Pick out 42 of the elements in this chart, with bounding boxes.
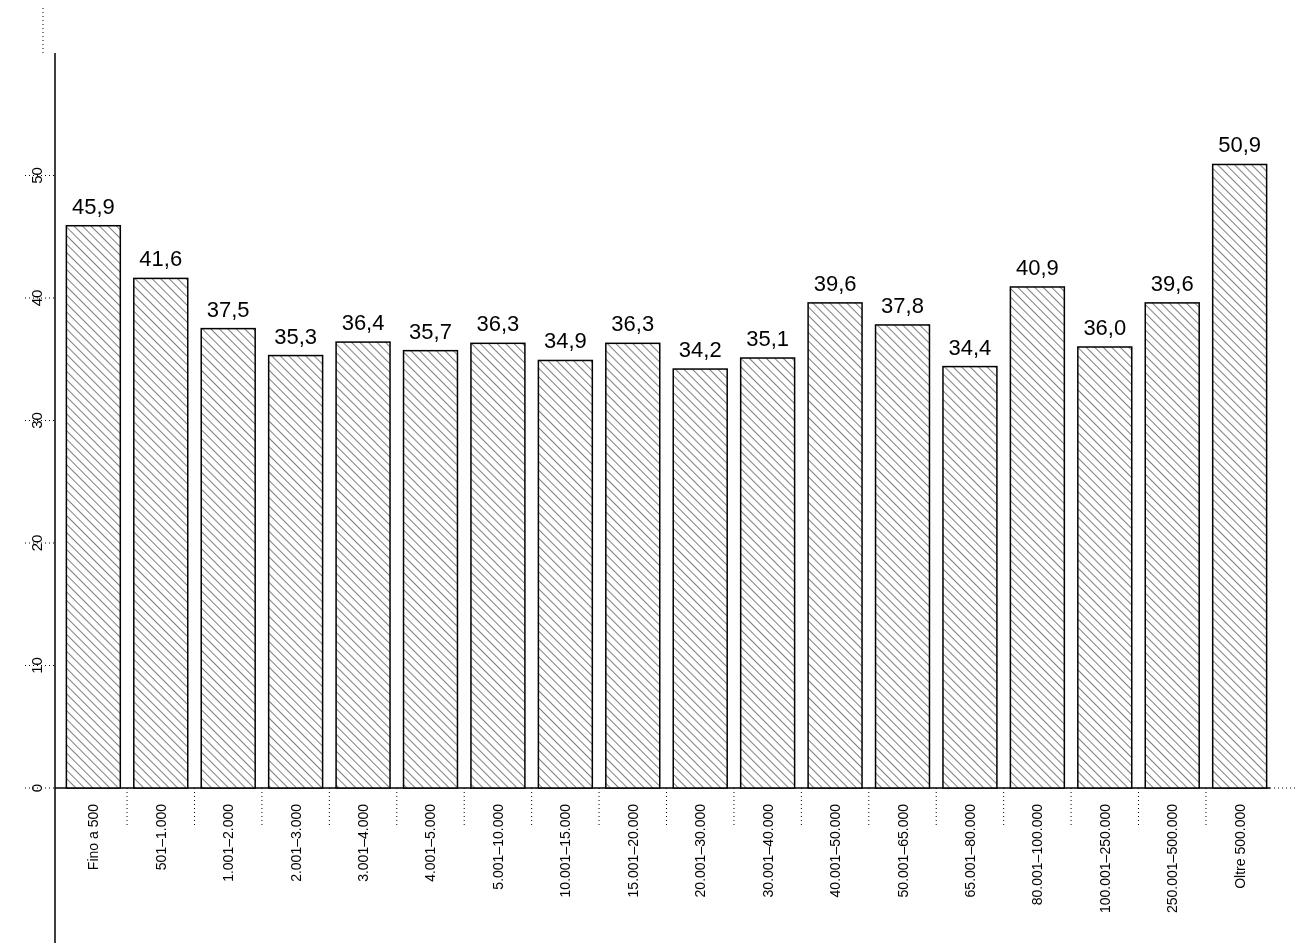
x-tick-label: 3.001–4.000	[355, 803, 372, 882]
data-label: 50,9	[1218, 132, 1262, 158]
x-tick-label: 30.001–40.000	[759, 803, 776, 898]
x-tick-label: 5.001–10.000	[489, 803, 506, 890]
data-label: 37,8	[881, 292, 924, 318]
x-tick-label: 250.001–500.000	[1164, 803, 1181, 913]
x-tick-label: 100.001–250.000	[1096, 803, 1113, 913]
y-tick-label: 0	[28, 783, 45, 793]
x-tick-label: Oltre 500.000	[1231, 803, 1248, 889]
data-label: 39,6	[1150, 270, 1194, 296]
x-tick-label: 50.001–65.000	[894, 803, 911, 898]
data-label: 37,5	[206, 296, 250, 322]
data-label: 41,6	[139, 246, 183, 272]
data-label: 34,4	[948, 334, 992, 360]
y-tick-label: 10	[28, 657, 45, 674]
data-label: 39,6	[813, 270, 857, 296]
y-tick-label: 50	[28, 167, 45, 184]
x-tick-label: 40.001–50.000	[827, 803, 844, 898]
data-label: 35,3	[274, 323, 318, 349]
data-label: 35,1	[746, 326, 790, 352]
x-tick-label: 10.001–15.000	[557, 803, 574, 898]
data-label: 35,7	[409, 318, 452, 344]
x-tick-label: 65.001–80.000	[961, 803, 978, 898]
data-label: 45,9	[71, 193, 115, 219]
x-tick-label: 15.001–20.000	[624, 803, 641, 898]
data-label: 36,3	[611, 311, 655, 337]
y-tick-label: 20	[28, 534, 45, 552]
x-tick-label: 501–1.000	[152, 803, 169, 871]
x-tick-label: 2.001–3.000	[287, 803, 304, 882]
data-label: 40,9	[1015, 254, 1059, 280]
data-label: 36,4	[341, 310, 385, 336]
x-tick-label: 1.001–2.000	[220, 803, 237, 882]
y-tick-label: 40	[28, 289, 45, 307]
data-label: 34,9	[543, 328, 587, 354]
x-tick-label: 4.001–5.000	[422, 803, 439, 882]
data-label: 36,3	[476, 311, 520, 337]
x-tick-label: Fino a 500	[85, 803, 102, 871]
data-label: 36,0	[1083, 315, 1127, 340]
data-label: 34,2	[678, 337, 722, 363]
x-tick-label: 80.001–100.000	[1029, 803, 1046, 906]
x-tick-label: 20.001–30.000	[692, 803, 709, 898]
y-tick-label: 30	[28, 412, 45, 429]
